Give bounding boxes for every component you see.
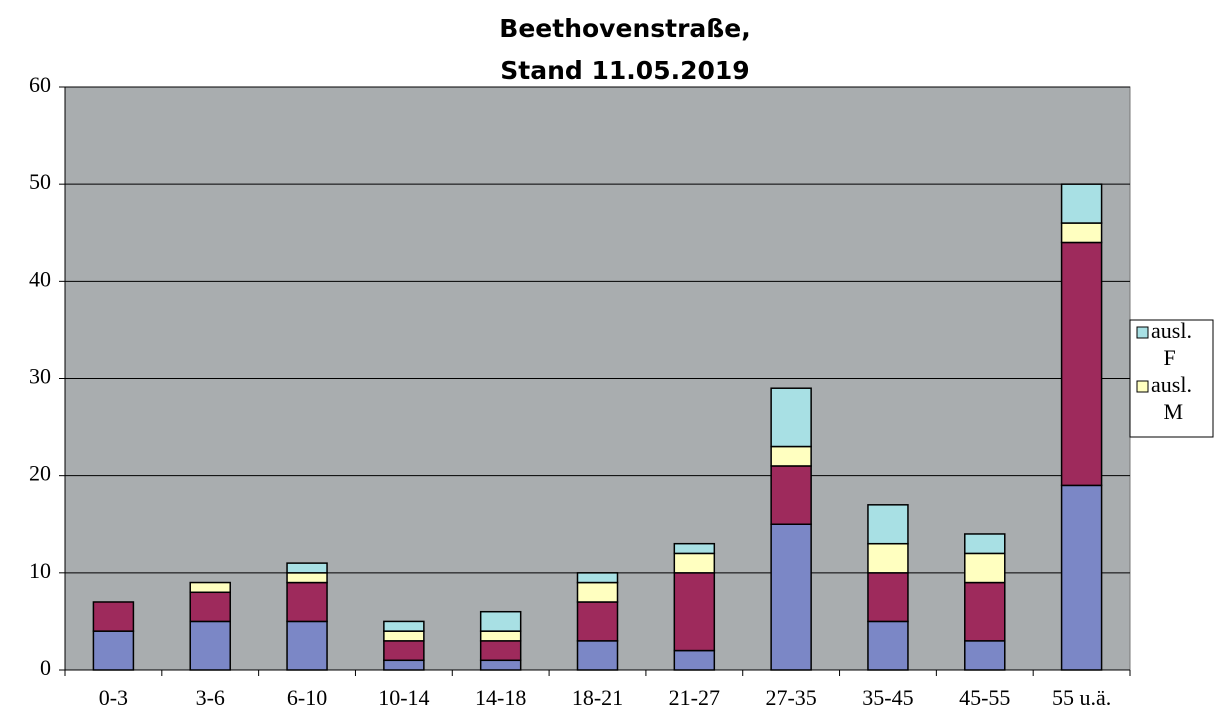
legend-label: ausl. M [1151, 372, 1192, 424]
x-tick-label: 55 u.ä. [1052, 685, 1111, 710]
bar-segment [673, 649, 716, 671]
bar-segment [964, 581, 1006, 642]
x-tick-label: 6-10 [287, 685, 327, 710]
legend-swatch [1136, 380, 1149, 393]
x-tick-label: 3-6 [196, 685, 225, 710]
bar-segment [867, 504, 909, 545]
y-tick-label: 30 [29, 364, 51, 389]
x-tick-label: 45-55 [959, 685, 1010, 710]
bar-segment [286, 562, 328, 574]
bar-segment [867, 542, 909, 574]
y-tick-label: 20 [29, 461, 51, 486]
y-tick-label: 60 [29, 72, 51, 97]
bar-segment [867, 620, 909, 671]
x-tick-label: 27-35 [765, 685, 816, 710]
bar-segment [673, 572, 716, 652]
x-tick-label: 21-27 [669, 685, 720, 710]
bar-segment [1060, 222, 1103, 244]
bar-segment [286, 572, 328, 584]
bar-segment [770, 445, 812, 467]
legend [1129, 319, 1214, 438]
bar-segment [576, 581, 619, 603]
bar-segment [383, 620, 425, 632]
bar-segment [286, 581, 328, 623]
chart-title: Beethovenstraße, [499, 14, 750, 43]
legend-label: ausl. F [1151, 318, 1192, 370]
bar-segment [770, 387, 812, 448]
bar-segment [1060, 484, 1103, 671]
x-tick-label: 14-18 [475, 685, 526, 710]
bar-segment [964, 640, 1006, 671]
x-tick-label: 35-45 [862, 685, 913, 710]
bar-segment [479, 659, 522, 671]
x-tick-label: 18-21 [572, 685, 623, 710]
x-tick-label: 0-3 [99, 685, 128, 710]
bar-segment [867, 572, 909, 623]
bar-segment [1060, 183, 1103, 224]
bar-segment [189, 581, 231, 594]
bar-segment [770, 465, 812, 526]
bar-segment [383, 659, 425, 671]
bar-segment [770, 523, 812, 671]
bar-segment [964, 533, 1006, 555]
y-tick-label: 50 [29, 169, 51, 194]
bar-segment [383, 640, 425, 662]
bar-segment [576, 640, 619, 671]
y-tick-label: 0 [40, 655, 51, 680]
bar-segment [576, 601, 619, 642]
bar-segment [189, 620, 231, 671]
bar-segment [383, 630, 425, 642]
bar-segment [189, 591, 231, 623]
bar-segment [673, 552, 716, 574]
bar-segment [479, 640, 522, 662]
bar-segment [92, 601, 135, 632]
bar-segment [673, 542, 716, 555]
bar-segment [964, 552, 1006, 584]
bar-segment [1060, 241, 1103, 487]
bar-segment [286, 620, 328, 671]
chart-title: Stand 11.05.2019 [500, 56, 749, 85]
bar-segment [92, 630, 135, 671]
bar-segment [576, 572, 619, 584]
legend-swatch [1136, 326, 1149, 339]
x-tick-label: 10-14 [378, 685, 429, 710]
bar-segment [479, 630, 522, 642]
y-tick-label: 40 [29, 266, 51, 291]
y-tick-label: 10 [29, 558, 51, 583]
bar-segment [479, 610, 522, 632]
